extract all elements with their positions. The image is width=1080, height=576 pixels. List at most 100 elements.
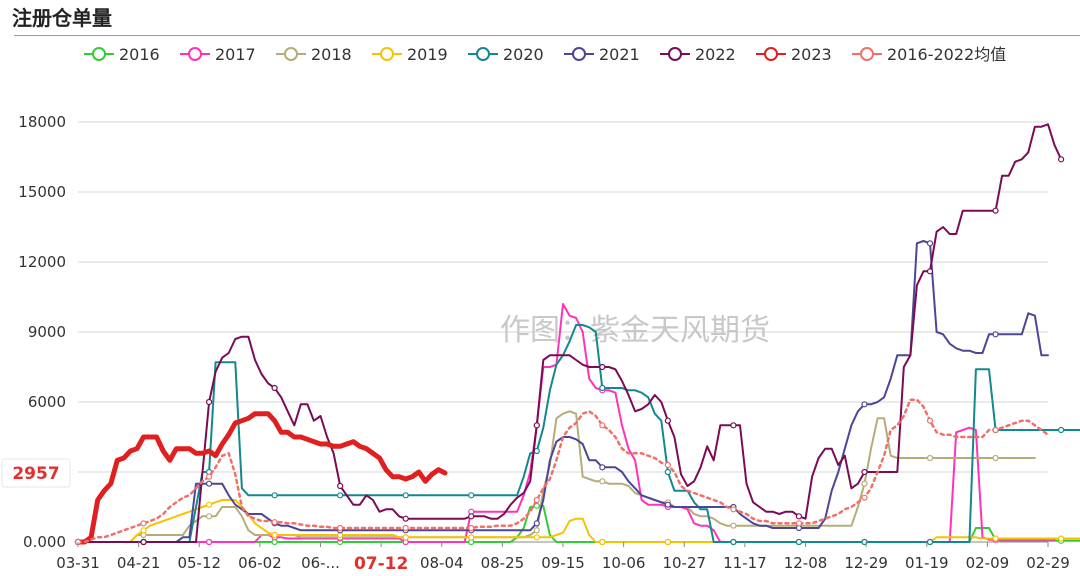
series-marker	[1058, 426, 1065, 434]
series-marker	[861, 468, 868, 476]
legend-marker-2019[interactable]	[380, 47, 394, 61]
series-marker	[992, 535, 999, 542]
series-marker	[926, 240, 934, 247]
chart-title: 注册仓单量	[12, 6, 112, 30]
series-marker	[533, 534, 540, 541]
x-tick-label: 04-21	[117, 554, 161, 572]
series-line-2020	[77, 324, 1080, 543]
y-tick-label: 15000	[18, 183, 66, 201]
series-marker	[926, 538, 934, 546]
x-tick-label: 12-29	[844, 554, 888, 572]
series-marker	[468, 534, 475, 541]
legend-marker-2023[interactable]	[764, 47, 778, 61]
series-marker	[795, 513, 803, 520]
series-marker	[599, 384, 606, 392]
x-tick-label: 12-08	[784, 554, 828, 572]
x-tick-label: 11-17	[723, 554, 767, 572]
x-tick-label: 03-31	[56, 554, 100, 572]
series-marker	[533, 520, 540, 527]
series-marker	[730, 422, 737, 429]
legend-label-2016-2022均值[interactable]: 2016-2022均值	[887, 45, 1006, 64]
series-marker	[730, 506, 737, 513]
value-callout: 2957	[1, 458, 71, 488]
series-marker	[730, 522, 737, 529]
legend-marker-2021[interactable]	[572, 47, 586, 61]
x-highlight-label: 07-12	[354, 554, 408, 574]
series-line-2022	[77, 123, 1063, 543]
series-marker	[926, 268, 934, 275]
title-divider	[14, 35, 1080, 36]
y-tick-label: 18000	[18, 113, 66, 131]
series-marker	[533, 527, 540, 534]
series-marker	[992, 207, 999, 214]
series-marker	[205, 473, 213, 480]
series-line-2023	[75, 411, 448, 545]
series-marker	[599, 464, 606, 471]
series-marker	[664, 501, 671, 508]
series-marker	[861, 494, 868, 501]
series-marker	[926, 454, 934, 462]
x-tick-label: 09-15	[541, 554, 585, 572]
series-marker	[402, 492, 409, 499]
series-marker	[402, 524, 409, 532]
series-marker	[730, 538, 737, 546]
series-marker	[599, 363, 606, 371]
callout-value: 2957	[12, 464, 59, 484]
series-marker	[337, 482, 344, 490]
series-marker	[271, 384, 278, 392]
series-marker	[795, 538, 803, 546]
series-marker	[468, 492, 475, 499]
series-marker	[205, 538, 213, 546]
series-marker	[992, 331, 999, 338]
legend-marker-2018[interactable]	[284, 47, 298, 61]
y-tick-label: 9000	[28, 323, 66, 341]
legend-marker-2016-2022均值[interactable]	[860, 47, 874, 61]
series-marker	[533, 496, 540, 504]
series-marker	[140, 527, 147, 534]
x-tick-label: 02-09	[966, 554, 1010, 572]
series-marker	[205, 398, 213, 406]
legend-marker-2016[interactable]	[92, 47, 106, 61]
series-marker	[205, 513, 213, 520]
legend-label-2022[interactable]: 2022	[695, 45, 736, 64]
series-marker	[795, 520, 803, 527]
legend-label-2019[interactable]: 2019	[407, 45, 448, 64]
legend-marker-2017[interactable]	[188, 47, 202, 61]
legend-label-2016[interactable]: 2016	[119, 45, 160, 64]
series-marker	[599, 422, 606, 429]
series-marker	[337, 492, 344, 499]
x-tick-label: 02-29	[1026, 554, 1070, 572]
legend-marker-2020[interactable]	[476, 47, 490, 61]
series-marker	[992, 454, 999, 462]
legend-label-2023[interactable]: 2023	[791, 45, 832, 64]
x-tick-label: 06-...	[301, 554, 340, 572]
legend-label-2021[interactable]: 2021	[599, 45, 640, 64]
legend-label-2017[interactable]: 2017	[215, 45, 256, 64]
y-tick-label: 0.000	[23, 533, 66, 551]
series-marker	[664, 538, 671, 546]
axes: 0.00030006000900012000150001800003-3104-…	[18, 113, 1070, 576]
series-marker	[271, 519, 278, 526]
series-marker	[1058, 535, 1065, 542]
series-marker	[402, 515, 409, 522]
x-tick-label: 10-06	[602, 554, 646, 572]
y-tick-label: 6000	[28, 393, 66, 411]
series-marker	[337, 524, 344, 532]
series-line-2018	[77, 410, 1036, 543]
series-marker	[599, 538, 606, 546]
legend-label-2020[interactable]: 2020	[503, 45, 544, 64]
series-marker	[664, 461, 671, 469]
series-marker	[205, 501, 213, 508]
series-marker	[1058, 156, 1065, 163]
series-marker	[861, 401, 868, 408]
legend-marker-2022[interactable]	[668, 47, 682, 61]
callout-box	[1, 458, 71, 488]
x-tick-label: 06-02	[238, 554, 282, 572]
x-tick-label: 01-19	[905, 554, 949, 572]
series-marker	[205, 480, 213, 487]
series-marker	[533, 422, 540, 429]
x-tick-label: 10-27	[662, 554, 706, 572]
legend-label-2018[interactable]: 2018	[311, 45, 352, 64]
legend: 2016 2017 2018 2019 2020 2021 2022 2023 2016-202…	[84, 45, 1006, 64]
